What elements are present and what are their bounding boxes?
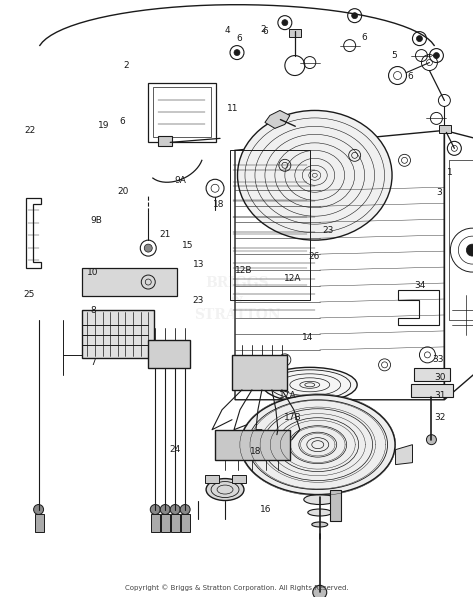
- Bar: [153, 87, 211, 138]
- Text: 5: 5: [391, 51, 397, 60]
- Text: 9B: 9B: [90, 216, 102, 225]
- Circle shape: [144, 244, 152, 252]
- Text: 8: 8: [90, 306, 96, 315]
- Text: 4: 4: [225, 26, 230, 35]
- Text: 6: 6: [408, 72, 413, 81]
- Bar: [232, 355, 287, 390]
- Ellipse shape: [263, 367, 357, 402]
- Circle shape: [282, 20, 288, 26]
- Text: 14: 14: [302, 333, 314, 342]
- Text: 16: 16: [260, 505, 271, 514]
- Text: 6: 6: [120, 117, 126, 126]
- Ellipse shape: [237, 111, 392, 240]
- Text: 23: 23: [192, 295, 204, 305]
- Text: 33: 33: [432, 355, 444, 364]
- Bar: [181, 514, 190, 532]
- Bar: [411, 384, 453, 396]
- Bar: [148, 340, 190, 368]
- Text: 15: 15: [182, 241, 193, 250]
- Bar: [35, 514, 44, 532]
- Bar: [439, 126, 451, 133]
- Circle shape: [352, 13, 358, 19]
- Circle shape: [313, 585, 327, 598]
- Bar: [82, 310, 154, 358]
- Text: 17B: 17B: [284, 413, 301, 422]
- Bar: [330, 490, 341, 521]
- Text: 2: 2: [260, 25, 266, 34]
- Circle shape: [160, 505, 170, 514]
- Text: 6: 6: [263, 28, 268, 36]
- Text: 7: 7: [90, 358, 96, 367]
- Bar: [205, 475, 219, 483]
- Text: 11: 11: [227, 103, 238, 112]
- Circle shape: [234, 50, 240, 56]
- Circle shape: [170, 505, 180, 514]
- Polygon shape: [265, 111, 290, 129]
- Bar: [148, 83, 216, 142]
- Bar: [230, 150, 310, 300]
- Text: 31: 31: [435, 391, 446, 400]
- Text: 25: 25: [23, 289, 35, 299]
- Text: 1: 1: [447, 168, 453, 177]
- Text: 19: 19: [98, 121, 109, 130]
- Text: 24: 24: [169, 445, 180, 454]
- Bar: [289, 29, 301, 36]
- Text: 20: 20: [117, 187, 128, 196]
- Bar: [158, 136, 172, 147]
- Text: Copyright © Briggs & Stratton Corporation. All Rights Reserved.: Copyright © Briggs & Stratton Corporatio…: [125, 584, 349, 591]
- Text: 3: 3: [437, 188, 442, 197]
- Ellipse shape: [240, 395, 395, 495]
- Text: 26: 26: [308, 252, 319, 261]
- Text: 32: 32: [435, 413, 446, 422]
- Bar: [215, 430, 290, 460]
- Bar: [414, 368, 450, 381]
- Circle shape: [417, 36, 422, 42]
- Ellipse shape: [206, 478, 244, 501]
- Text: 18: 18: [250, 447, 262, 456]
- Text: 13: 13: [193, 260, 205, 269]
- Bar: [82, 268, 177, 296]
- Text: 12A: 12A: [284, 274, 301, 283]
- Circle shape: [433, 53, 439, 59]
- Circle shape: [427, 435, 437, 445]
- Text: 9A: 9A: [174, 176, 186, 185]
- Bar: [232, 475, 246, 483]
- Text: 18: 18: [213, 200, 225, 209]
- Text: 34: 34: [415, 282, 426, 291]
- Text: 2: 2: [123, 60, 129, 69]
- Circle shape: [466, 244, 474, 256]
- Ellipse shape: [308, 509, 332, 516]
- Text: 6: 6: [237, 33, 242, 43]
- Text: 10: 10: [87, 268, 99, 277]
- Circle shape: [34, 505, 44, 514]
- Circle shape: [180, 505, 190, 514]
- Text: 30: 30: [435, 373, 446, 382]
- Text: 21: 21: [159, 230, 171, 239]
- Polygon shape: [395, 445, 412, 465]
- Bar: [171, 514, 180, 532]
- Ellipse shape: [312, 522, 328, 527]
- Text: 12B: 12B: [235, 266, 253, 275]
- Text: BRIGGS
&
STRATTON: BRIGGS & STRATTON: [194, 276, 280, 322]
- Bar: [161, 514, 170, 532]
- Text: 6: 6: [362, 33, 367, 42]
- Ellipse shape: [304, 495, 336, 505]
- Text: 22: 22: [24, 126, 36, 135]
- Text: 17A: 17A: [279, 391, 297, 400]
- Bar: [151, 514, 160, 532]
- Text: 23: 23: [322, 226, 333, 235]
- Bar: [449, 160, 474, 320]
- Circle shape: [150, 505, 160, 514]
